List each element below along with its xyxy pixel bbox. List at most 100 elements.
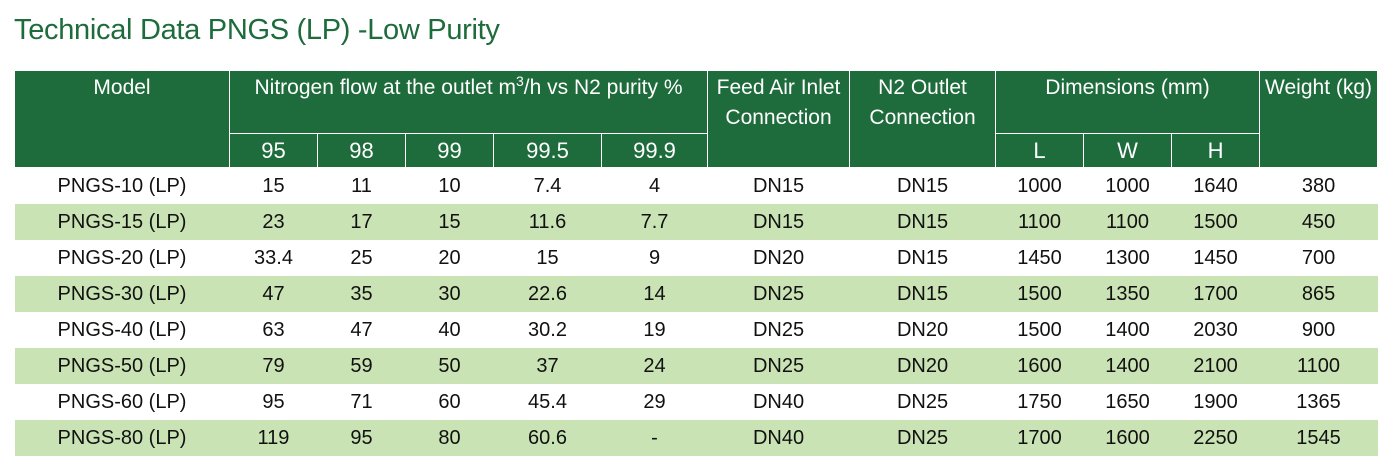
n2-outlet-cell: DN15 bbox=[849, 276, 996, 312]
dimension-l-cell: 1600 bbox=[995, 348, 1084, 384]
flow-99-9-cell: 24 bbox=[601, 348, 708, 384]
dimension-h-cell: 2030 bbox=[1171, 312, 1260, 348]
dimension-w-cell: 1100 bbox=[1083, 204, 1172, 240]
feed-air-cell: DN40 bbox=[707, 420, 850, 456]
table-row: PNGS-10 (LP) 15 11 10 7.4 4 DN15 DN15 10… bbox=[14, 167, 1378, 204]
flow-99-5-cell: 60.6 bbox=[493, 420, 602, 456]
feed-air-cell: DN20 bbox=[707, 240, 850, 276]
flow-header-pre: Nitrogen flow at the outlet m bbox=[254, 76, 516, 99]
dimension-w-cell: 1400 bbox=[1083, 312, 1172, 348]
table-row: PNGS-80 (LP) 119 95 80 60.6 - DN40 DN25 … bbox=[14, 420, 1378, 456]
dimension-h-cell: 1500 bbox=[1171, 204, 1260, 240]
dimension-w-cell: 1300 bbox=[1083, 240, 1172, 276]
flow-95-cell: 33.4 bbox=[229, 240, 318, 276]
dimension-h-cell: 1640 bbox=[1171, 167, 1260, 204]
n2-outlet-cell: DN20 bbox=[849, 348, 996, 384]
flow-98-cell: 17 bbox=[317, 204, 406, 240]
dimension-l-cell: 1450 bbox=[995, 240, 1084, 276]
dimension-w-header: W bbox=[1083, 133, 1173, 168]
dimension-l-cell: 1750 bbox=[995, 384, 1084, 420]
dimension-h-cell: 2250 bbox=[1171, 420, 1260, 456]
flow-99-cell: 80 bbox=[405, 420, 494, 456]
model-header: Model bbox=[14, 70, 230, 168]
feed-air-cell: DN40 bbox=[707, 384, 850, 420]
flow-99-cell: 20 bbox=[405, 240, 494, 276]
flow-header-post: /h vs N2 purity % bbox=[523, 76, 683, 99]
flow-98-cell: 95 bbox=[317, 420, 406, 456]
flow-95-cell: 79 bbox=[229, 348, 318, 384]
dimension-h-header: H bbox=[1171, 133, 1261, 168]
table-row: PNGS-15 (LP) 23 17 15 11.6 7.7 DN15 DN15… bbox=[14, 204, 1378, 240]
flow-95-cell: 119 bbox=[229, 420, 318, 456]
purity-98-header: 98 bbox=[317, 133, 406, 168]
n2-outlet-cell: DN15 bbox=[849, 167, 996, 204]
flow-95-cell: 95 bbox=[229, 384, 318, 420]
model-cell: PNGS-80 (LP) bbox=[14, 420, 230, 456]
flow-98-cell: 11 bbox=[317, 167, 406, 204]
model-cell: PNGS-60 (LP) bbox=[14, 384, 230, 420]
table-row: PNGS-50 (LP) 79 59 50 37 24 DN25 DN20 16… bbox=[14, 348, 1378, 384]
dimension-h-cell: 2100 bbox=[1171, 348, 1260, 384]
page-title: Technical Data PNGS (LP) -Low Purity bbox=[14, 14, 500, 46]
purity-99-header: 99 bbox=[405, 133, 494, 168]
model-cell: PNGS-20 (LP) bbox=[14, 240, 230, 276]
weight-cell: 900 bbox=[1259, 312, 1378, 348]
flow-98-cell: 35 bbox=[317, 276, 406, 312]
feed-air-cell: DN25 bbox=[707, 348, 850, 384]
feed-air-cell: DN25 bbox=[707, 276, 850, 312]
weight-cell: 700 bbox=[1259, 240, 1378, 276]
purity-99-9-header: 99.9 bbox=[600, 133, 709, 168]
purity-99-5-header: 99.5 bbox=[493, 133, 602, 168]
flow-99-5-cell: 7.4 bbox=[493, 167, 602, 204]
n2-outlet-header: N2 Outlet Connection bbox=[849, 70, 997, 168]
flow-99-5-cell: 11.6 bbox=[493, 204, 602, 240]
dimension-l-cell: 1700 bbox=[995, 420, 1084, 456]
table-row: PNGS-40 (LP) 63 47 40 30.2 19 DN25 DN20 … bbox=[14, 312, 1378, 348]
table-row: PNGS-20 (LP) 33.4 25 20 15 9 DN20 DN15 1… bbox=[14, 240, 1378, 276]
weight-cell: 1100 bbox=[1259, 348, 1378, 384]
dimension-l-cell: 1100 bbox=[995, 204, 1084, 240]
flow-98-cell: 71 bbox=[317, 384, 406, 420]
technical-data-table: Model Nitrogen flow at the outlet m3/h v… bbox=[14, 70, 1379, 456]
dimension-l-cell: 1500 bbox=[995, 312, 1084, 348]
flow-99-5-cell: 15 bbox=[493, 240, 602, 276]
table-row: PNGS-30 (LP) 47 35 30 22.6 14 DN25 DN15 … bbox=[14, 276, 1378, 312]
table-row: PNGS-60 (LP) 95 71 60 45.4 29 DN40 DN25 … bbox=[14, 384, 1378, 420]
flow-99-9-cell: 29 bbox=[601, 384, 708, 420]
flow-99-5-cell: 30.2 bbox=[493, 312, 602, 348]
purity-95-header: 95 bbox=[229, 133, 318, 168]
weight-cell: 450 bbox=[1259, 204, 1378, 240]
n2-outlet-cell: DN25 bbox=[849, 384, 996, 420]
model-cell: PNGS-15 (LP) bbox=[14, 204, 230, 240]
dimension-h-cell: 1700 bbox=[1171, 276, 1260, 312]
dimension-l-header: L bbox=[995, 133, 1085, 168]
dimension-w-cell: 1600 bbox=[1083, 420, 1172, 456]
flow-99-9-cell: 9 bbox=[601, 240, 708, 276]
dimensions-header: Dimensions (mm) bbox=[995, 70, 1261, 134]
dimension-w-cell: 1350 bbox=[1083, 276, 1172, 312]
weight-cell: 1365 bbox=[1259, 384, 1378, 420]
flow-98-cell: 59 bbox=[317, 348, 406, 384]
flow-99-9-cell: 7.7 bbox=[601, 204, 708, 240]
model-cell: PNGS-30 (LP) bbox=[14, 276, 230, 312]
n2-outlet-cell: DN15 bbox=[849, 204, 996, 240]
model-cell: PNGS-50 (LP) bbox=[14, 348, 230, 384]
feed-air-cell: DN15 bbox=[707, 204, 850, 240]
flow-98-cell: 25 bbox=[317, 240, 406, 276]
dimension-w-cell: 1650 bbox=[1083, 384, 1172, 420]
flow-99-9-cell: 19 bbox=[601, 312, 708, 348]
dimension-h-cell: 1450 bbox=[1171, 240, 1260, 276]
flow-95-cell: 47 bbox=[229, 276, 318, 312]
weight-cell: 1545 bbox=[1259, 420, 1378, 456]
model-cell: PNGS-10 (LP) bbox=[14, 167, 230, 204]
flow-95-cell: 63 bbox=[229, 312, 318, 348]
dimension-l-cell: 1500 bbox=[995, 276, 1084, 312]
flow-99-5-cell: 37 bbox=[493, 348, 602, 384]
weight-cell: 380 bbox=[1259, 167, 1378, 204]
flow-99-cell: 10 bbox=[405, 167, 494, 204]
flow-95-cell: 23 bbox=[229, 204, 318, 240]
flow-99-5-cell: 45.4 bbox=[493, 384, 602, 420]
n2-outlet-cell: DN25 bbox=[849, 420, 996, 456]
flow-95-cell: 15 bbox=[229, 167, 318, 204]
nitrogen-flow-header: Nitrogen flow at the outlet m3/h vs N2 p… bbox=[228, 70, 709, 134]
